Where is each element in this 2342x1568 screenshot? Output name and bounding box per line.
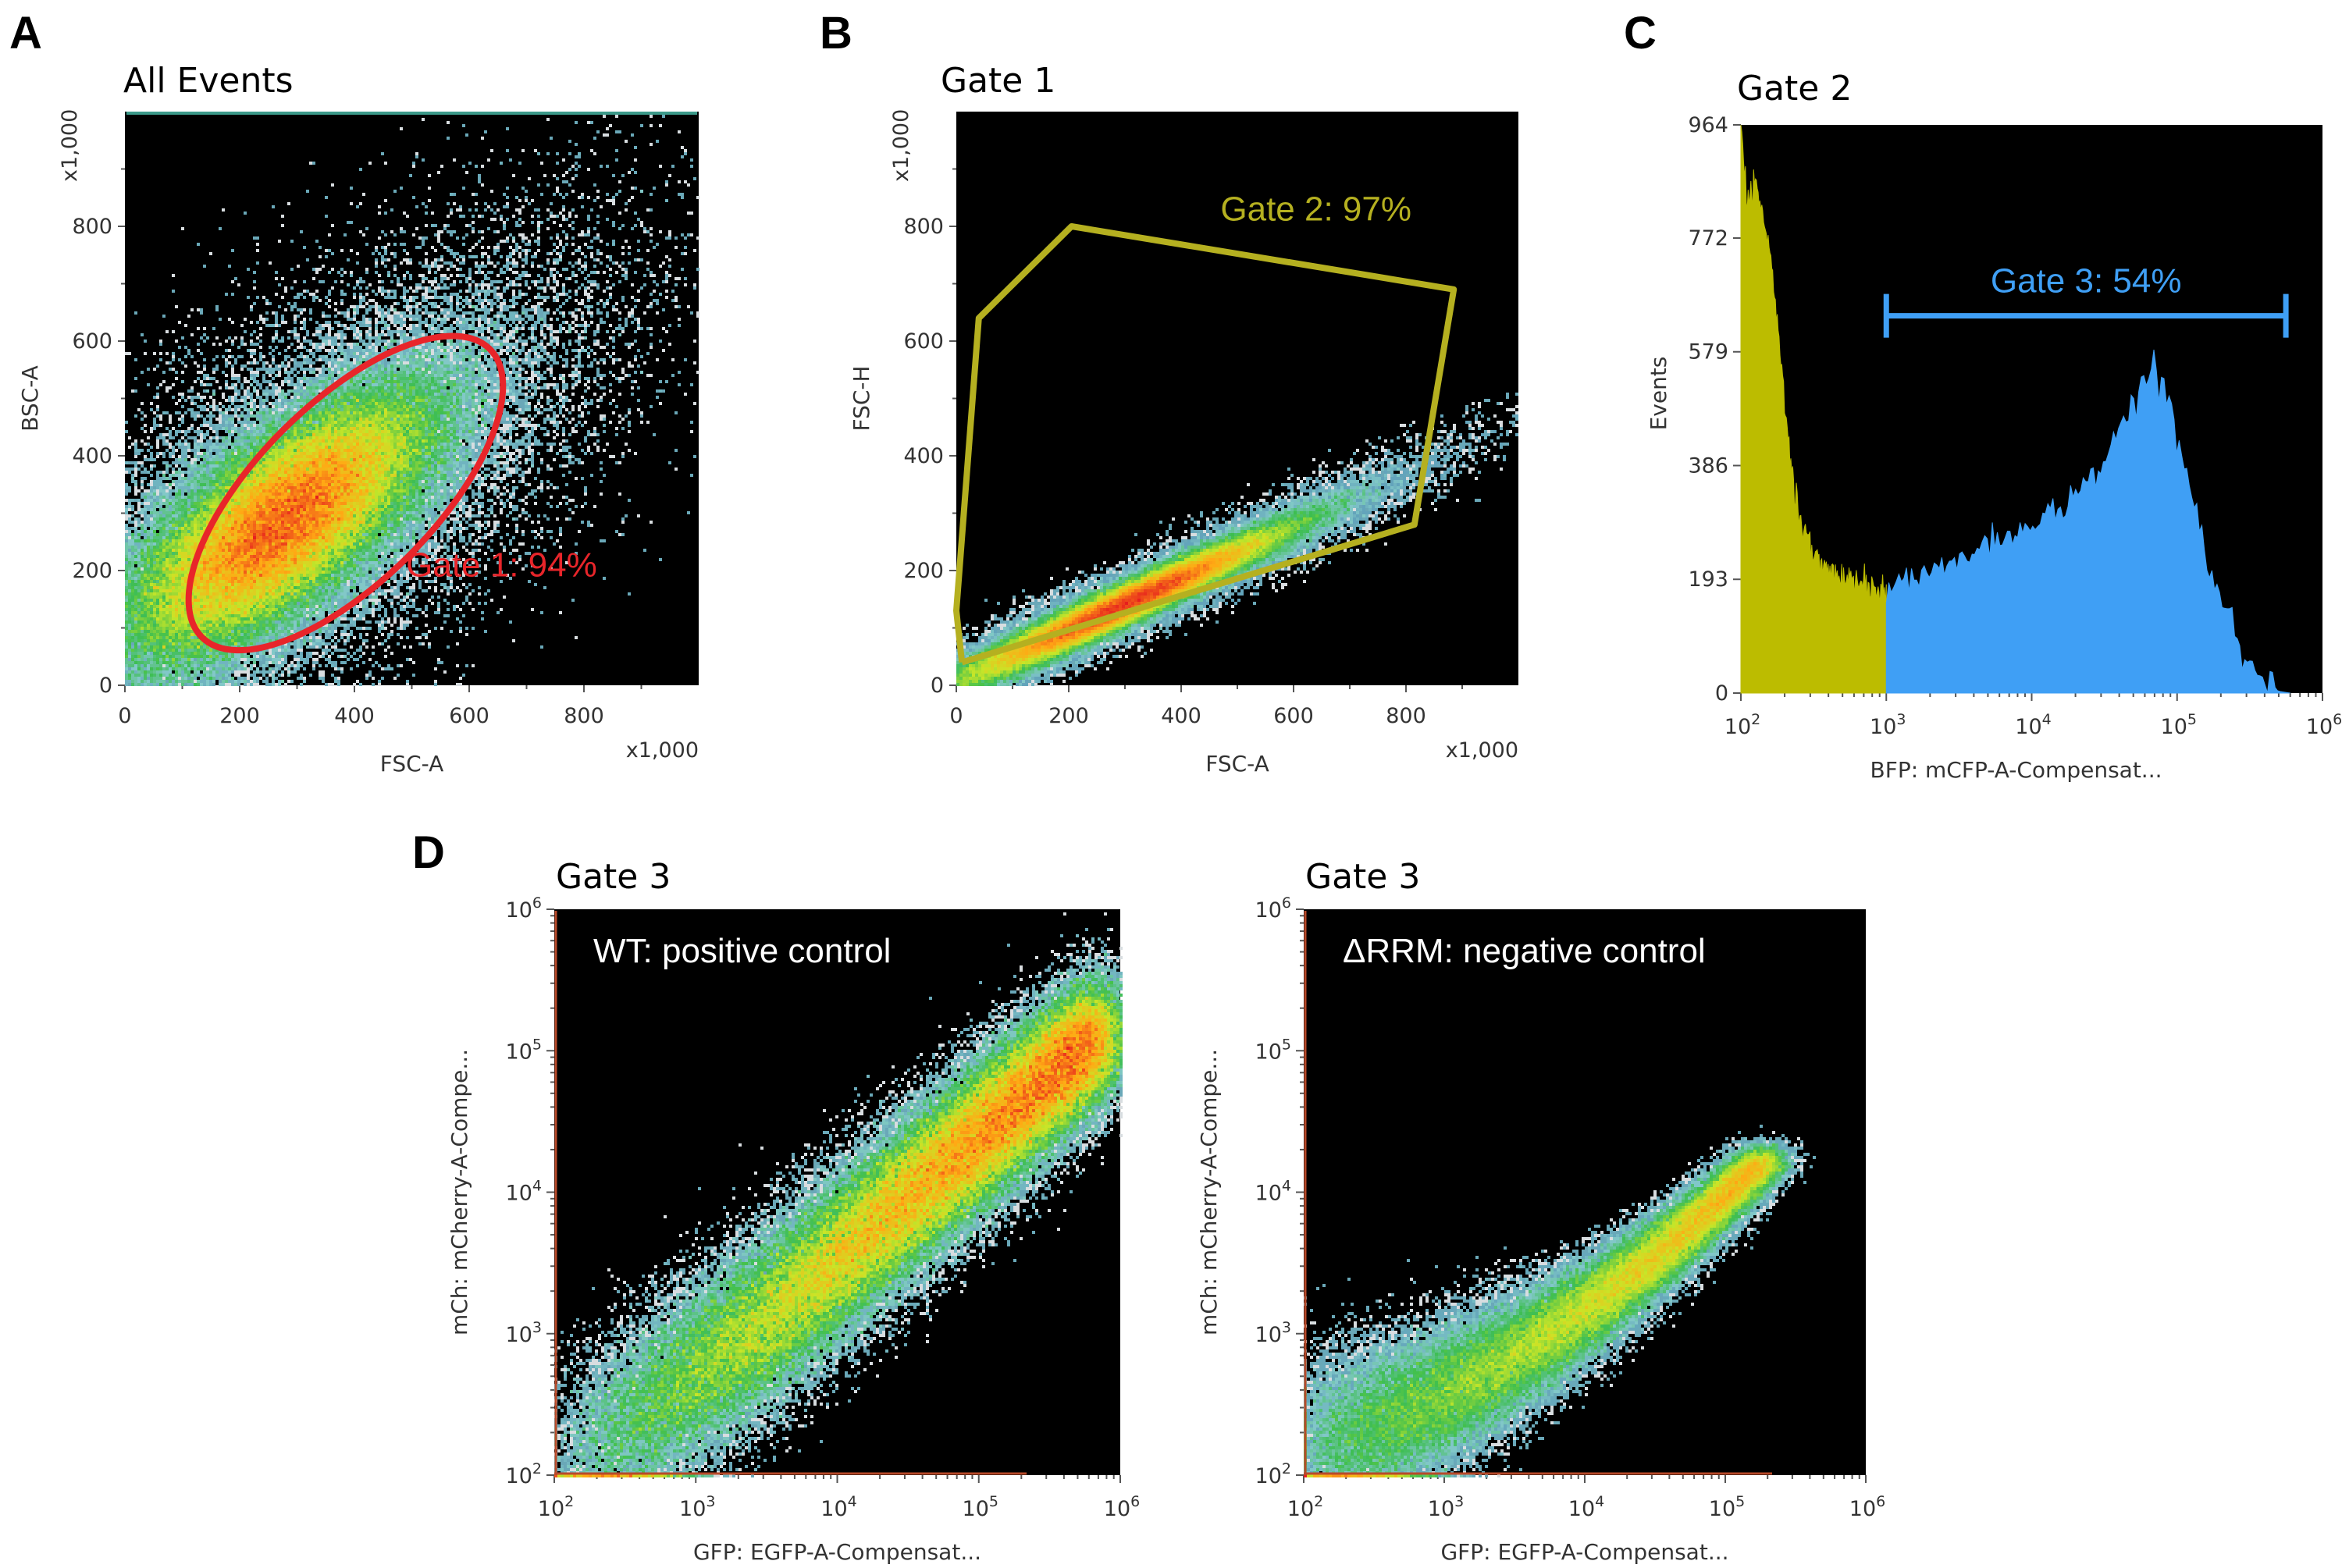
y-multiplier: x1,000 xyxy=(889,109,913,182)
y-tick-label: 106 xyxy=(1255,894,1291,923)
x-tick-label: 200 xyxy=(1048,704,1089,728)
x-tick-label: 103 xyxy=(1870,711,1906,739)
y-tick-label: 772 xyxy=(1688,226,1728,251)
y-tick-label: 400 xyxy=(72,444,112,468)
x-tick-label: 102 xyxy=(1287,1493,1323,1521)
y-multiplier: x1,000 xyxy=(58,109,82,182)
y-tick-label: 200 xyxy=(903,559,944,583)
gate-2-label: Gate 2: 97% xyxy=(1220,190,1411,229)
y-tick-label: 193 xyxy=(1688,567,1728,592)
x-tick-label: 800 xyxy=(564,704,604,728)
x-tick-label: 400 xyxy=(1161,704,1201,728)
y-tick-label: 600 xyxy=(903,329,944,354)
y-tick-label: 104 xyxy=(1255,1178,1291,1206)
panel-letter: D xyxy=(412,827,445,878)
y-tick-label: 400 xyxy=(903,444,944,468)
x-axis-label: GFP: EGFP-A-Compensat... xyxy=(693,1539,981,1565)
x-tick-label: 200 xyxy=(219,704,260,728)
x-axis-label: BFP: mCFP-A-Compensat... xyxy=(1870,757,2162,783)
x-tick-label: 104 xyxy=(820,1493,856,1521)
panel-letter: C xyxy=(1624,8,1657,59)
y-axis-label: BSC-A xyxy=(17,365,43,432)
y-tick-label: 800 xyxy=(72,215,112,239)
y-tick-label: 102 xyxy=(1255,1460,1291,1488)
panel-letter: A xyxy=(9,8,42,59)
y-tick-label: 105 xyxy=(506,1036,542,1064)
x-tick-label: 106 xyxy=(1104,1493,1140,1521)
x-tick-label: 600 xyxy=(1273,704,1314,728)
y-tick-label: 800 xyxy=(903,215,944,239)
y-tick-label: 200 xyxy=(72,559,112,583)
panel-b: B Gate 1 0 200 400 600 800 0 200 400 600 800 x1,000 x… xyxy=(820,8,1518,777)
panel-a: A All Events 0 200 400 600 800 0 200 400 600 800 x1,… xyxy=(9,8,699,777)
panel-title: Gate 1 xyxy=(941,61,1055,101)
panel-d-wt: D Gate 3 102 103 104 105 106 GFP: EGFP-A-Compen… xyxy=(412,827,1140,1565)
x-tick-label: 102 xyxy=(538,1493,574,1521)
y-tick-label: 386 xyxy=(1688,453,1728,478)
x-tick-label: 106 xyxy=(2306,711,2342,739)
y-tick-label: 600 xyxy=(72,329,112,354)
panel-c: C Gate 2 102 103 104 105 106 BFP: mCFP-A-Compen… xyxy=(1624,8,2342,783)
panel-d-drrm: Gate 3 102 103 104 105 106 GFP: EGFP-A-Compens… xyxy=(1196,857,1885,1565)
x-axis-label: FSC-A xyxy=(380,751,444,777)
gate-1-label: Gate 1: 94% xyxy=(406,546,597,584)
x-multiplier: x1,000 xyxy=(1446,738,1518,763)
x-tick-label: 0 xyxy=(118,704,131,728)
x-tick-label: 103 xyxy=(679,1493,715,1521)
y-tick-label: 0 xyxy=(1715,681,1728,706)
y-tick-label: 964 xyxy=(1688,113,1728,137)
panel-title: Gate 3 xyxy=(1305,857,1420,897)
x-tick-label: 105 xyxy=(963,1493,998,1521)
panel-letter: B xyxy=(820,8,852,59)
y-tick-label: 103 xyxy=(1255,1319,1291,1347)
y-tick-label: 0 xyxy=(931,674,944,698)
x-tick-label: 106 xyxy=(1849,1493,1885,1521)
y-axis-label: mCh: mCherry-A-Compe... xyxy=(1196,1049,1222,1335)
y-tick-label: 102 xyxy=(506,1460,542,1488)
x-axis-label: GFP: EGFP-A-Compensat... xyxy=(1440,1539,1728,1565)
x-tick-label: 105 xyxy=(1709,1493,1745,1521)
x-tick-label: 105 xyxy=(2161,711,2197,739)
y-tick-label: 106 xyxy=(506,894,542,923)
x-tick-label: 103 xyxy=(1428,1493,1464,1521)
x-tick-label: 104 xyxy=(1568,1493,1604,1521)
x-multiplier: x1,000 xyxy=(626,738,699,763)
panel-title: All Events xyxy=(123,61,294,101)
x-axis-label: FSC-A xyxy=(1205,751,1269,777)
y-tick-label: 104 xyxy=(506,1178,542,1206)
gate-3-label: Gate 3: 54% xyxy=(1991,262,2182,300)
y-axis-label: Events xyxy=(1646,357,1671,431)
x-tick-label: 600 xyxy=(449,704,489,728)
x-tick-label: 800 xyxy=(1386,704,1426,728)
x-tick-label: 400 xyxy=(334,704,375,728)
x-tick-label: 0 xyxy=(949,704,963,728)
panel-title: Gate 3 xyxy=(556,857,671,897)
sample-annotation: WT: positive control xyxy=(593,932,891,970)
sample-annotation: ΔRRM: negative control xyxy=(1343,932,1706,970)
panel-title: Gate 2 xyxy=(1737,69,1852,108)
x-tick-label: 104 xyxy=(2015,711,2051,739)
x-tick-label: 102 xyxy=(1724,711,1760,739)
y-tick-label: 579 xyxy=(1688,340,1728,364)
y-tick-label: 0 xyxy=(99,674,112,698)
y-tick-label: 105 xyxy=(1255,1036,1291,1064)
y-tick-label: 103 xyxy=(506,1319,542,1347)
y-axis-label: mCh: mCherry-A-Compe... xyxy=(447,1049,472,1335)
y-axis-label: FSC-H xyxy=(849,365,874,431)
